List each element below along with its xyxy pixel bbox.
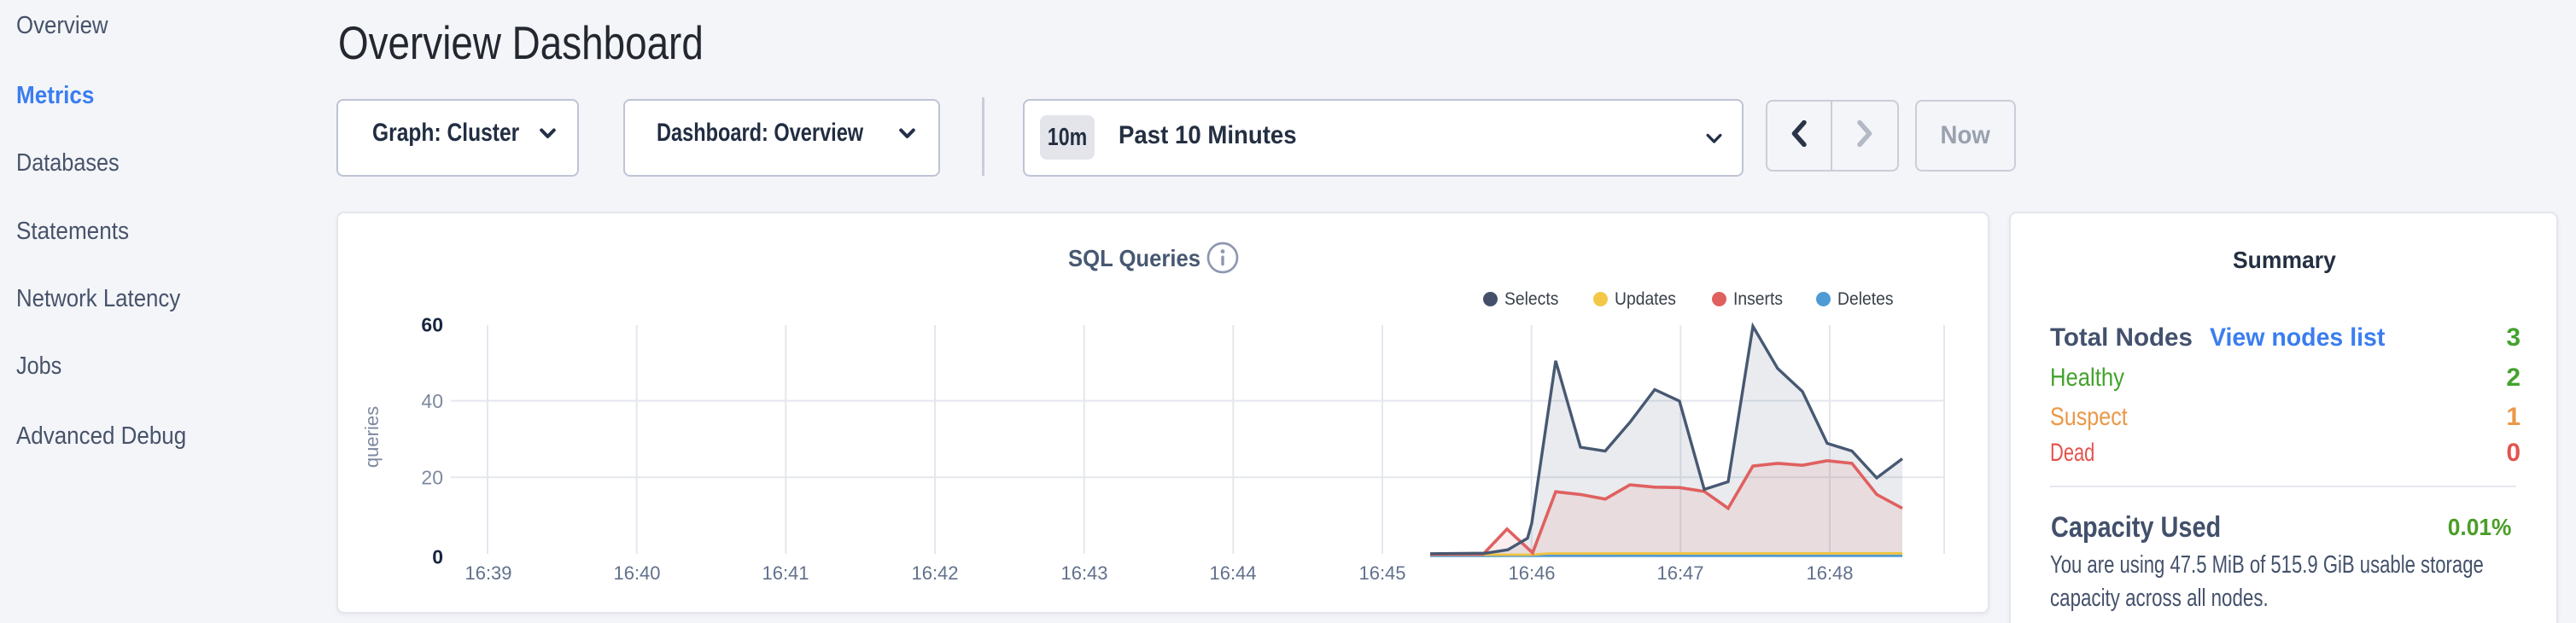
svg-text:16:41: 16:41 [762,562,809,584]
svg-text:40: 40 [421,390,443,412]
svg-text:16:40: 16:40 [613,562,660,584]
svg-text:16:43: 16:43 [1060,562,1107,584]
svg-text:20: 20 [421,467,443,489]
svg-text:16:46: 16:46 [1508,562,1555,584]
svg-text:16:48: 16:48 [1806,562,1853,584]
svg-text:16:39: 16:39 [464,562,511,584]
svg-text:0: 0 [432,546,443,568]
svg-text:16:44: 16:44 [1209,562,1256,584]
svg-text:16:42: 16:42 [911,562,958,584]
svg-text:queries: queries [361,406,383,468]
svg-text:16:45: 16:45 [1358,562,1405,584]
svg-text:16:47: 16:47 [1656,562,1703,584]
svg-text:60: 60 [421,314,443,336]
